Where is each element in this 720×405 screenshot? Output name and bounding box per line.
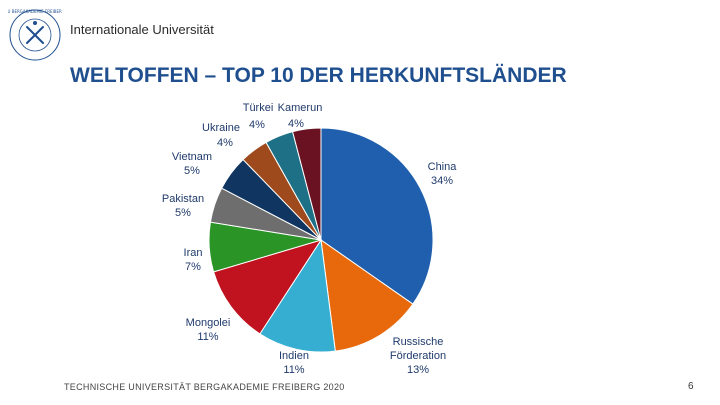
label-value-mongolei: 11% [197,331,218,343]
label-name-china: China [428,161,458,173]
pie-slice-china [320,127,434,305]
university-seal-icon: TU BERGAKADEMIE FREIBERG [8,9,62,61]
label-name-kamerun: Kamerun [278,102,323,114]
page-title: WELTOFFEN – TOP 10 DER HERKUNFTSLÄNDER [70,64,567,87]
label-value-kamerun: 4% [288,118,304,130]
label-name-mongolei: Mongolei [186,317,231,329]
page-number: 6 [688,381,694,392]
label-name-iran: Iran [184,247,203,259]
label-value-türkei: 4% [249,119,265,131]
label-value-iran: 7% [185,261,201,273]
label-name-indien: Indien [279,350,309,362]
pie-slice-indien [259,238,336,353]
header-university: Internationale Universität [70,22,214,37]
seal-text: TU BERGAKADEMIE FREIBERG [8,9,62,14]
label-value-russische-förderation: 13% [407,364,429,376]
label-name-ukraine: Ukraine [202,122,240,134]
label-name-2-russische-förderation: Förderation [390,350,446,362]
footer-institution: TECHNISCHE UNIVERSITÄT BERGAKADEMIE FREI… [64,382,345,392]
label-name-vietnam: Vietnam [172,151,212,163]
label-name-russische-förderation: Russische [393,336,444,348]
label-value-ukraine: 4% [217,137,233,149]
pie-slice-russische-förderation [320,238,414,352]
pie-slice-mongolei [213,239,323,335]
label-name-türkei: Türkei [243,102,274,114]
pie-slice-kamerun [291,127,322,241]
label-value-pakistan: 5% [175,207,191,219]
label-value-vietnam: 5% [184,165,200,177]
label-name-pakistan: Pakistan [162,193,204,205]
label-value-indien: 11% [283,364,304,376]
label-value-china: 34% [431,175,453,187]
